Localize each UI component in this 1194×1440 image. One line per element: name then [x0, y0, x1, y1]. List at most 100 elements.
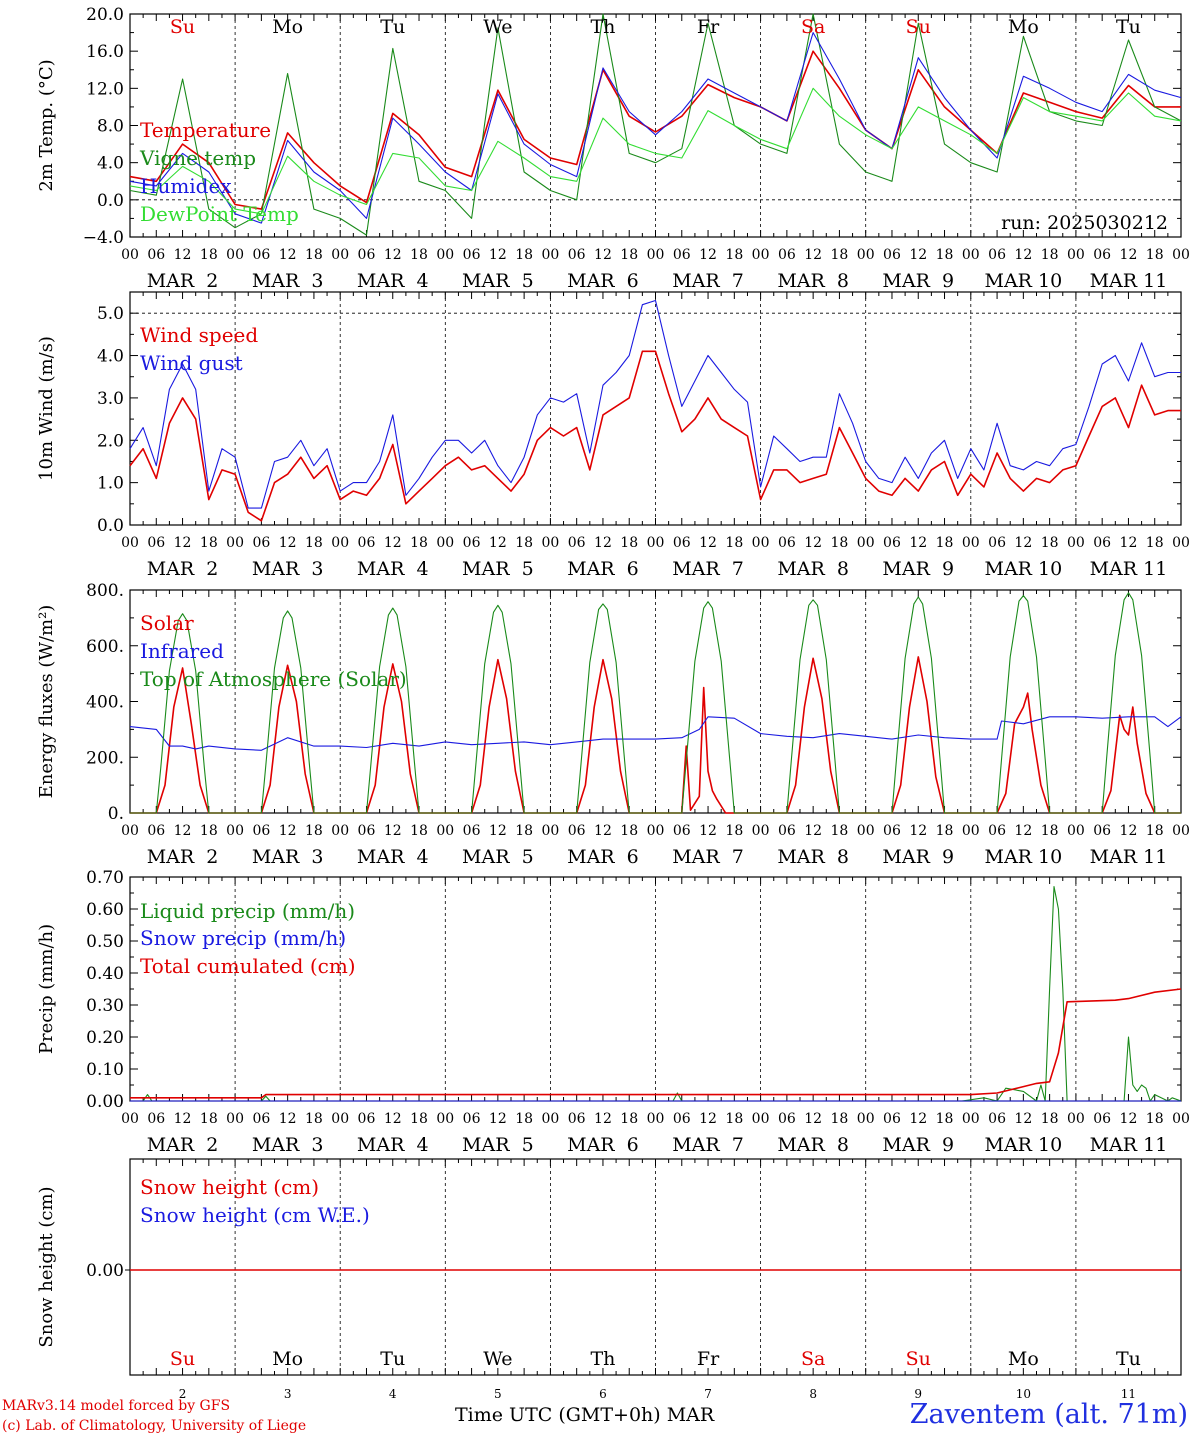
panel3-legend-1: Solar: [140, 611, 194, 635]
panel1-hour-label: 18: [410, 247, 428, 263]
panel3-hour-label: 06: [463, 823, 481, 839]
panel2-hour-label: 06: [673, 535, 691, 551]
panel1-hour-label: 06: [252, 247, 270, 263]
day-number-10: 11: [1121, 1387, 1136, 1401]
panel3-y-tick-label: 200.: [86, 748, 124, 768]
panel2-y-tick-label: 0.0: [97, 516, 124, 536]
panel4-legend-1: Liquid precip (mm/h): [140, 899, 355, 923]
panel3-hour-label: 00: [1067, 823, 1085, 839]
panel2-hour-label: 00: [1172, 535, 1190, 551]
day-number-5: 6: [599, 1387, 607, 1401]
weekday-bottom-7: Sa: [801, 1348, 825, 1370]
panel1-hour-label: 18: [1041, 247, 1059, 263]
panel3-hour-label: 00: [752, 823, 770, 839]
panel5-legend-2: Snow height (cm W.E.): [140, 1203, 370, 1227]
panel4-hour-label: 00: [647, 1111, 665, 1127]
panel1-hour-label: 18: [936, 247, 954, 263]
panel1-hour-label: 12: [1014, 247, 1032, 263]
panel3-y-tick-label: 800.: [86, 581, 124, 601]
panel2-y-tick-label: 1.0: [97, 474, 124, 494]
panel2-hour-label: 06: [883, 535, 901, 551]
panel3-hour-label: 12: [1014, 823, 1032, 839]
panel4-y-axis-label: Precip (mm/h): [36, 924, 57, 1054]
panel2-hour-label: 00: [752, 535, 770, 551]
panel4-hour-label: 18: [831, 1111, 849, 1127]
panel1-hour-label: 12: [279, 247, 297, 263]
panel2-y-tick-label: 2.0: [97, 431, 124, 451]
panel3-hour-label: 06: [778, 823, 796, 839]
panel3-hour-label: 18: [831, 823, 849, 839]
panel3-hour-label: 12: [1120, 823, 1138, 839]
panel4-y-tick-label: 0.10: [86, 1060, 124, 1080]
panel1-date-label: MAR 8: [777, 270, 849, 292]
panel4-series-total-cumulated-cm: [130, 988, 1182, 1099]
panel3-hour-label: 18: [410, 823, 428, 839]
panel4-hour-label: 00: [226, 1111, 244, 1127]
panel2-hour-label: 06: [778, 535, 796, 551]
panel5-y-axis-label: Snow height (cm): [36, 1186, 57, 1347]
day-number-3: 4: [389, 1387, 397, 1401]
panel4-date-label: MAR 8: [777, 1134, 849, 1156]
panel1-series-humidex: [129, 32, 1182, 224]
panel3-date-label: MAR 10: [984, 846, 1062, 868]
weekday-bottom-1: Su: [170, 1348, 195, 1370]
panel1-hour-label: 18: [200, 247, 218, 263]
weekday-top-6: Fr: [697, 16, 720, 38]
panel4-hour-label: 00: [857, 1111, 875, 1127]
weekday-bottom-3: Tu: [380, 1348, 405, 1370]
panel1-hour-label: 00: [647, 247, 665, 263]
panel1-y-axis-label: 2m Temp. (°C): [36, 59, 57, 191]
panel2-date-label: MAR 5: [462, 558, 534, 580]
panel1-date-label: MAR 6: [567, 270, 639, 292]
day-number-6: 7: [704, 1387, 712, 1401]
panel1-hour-label: 06: [1093, 247, 1111, 263]
panel3-hour-label: 06: [252, 823, 270, 839]
panel1-y-tick-label: 20.0: [86, 5, 124, 25]
weekday-top-10: Tu: [1116, 16, 1141, 38]
panel4-hour-label: 00: [1067, 1111, 1085, 1127]
panel2-date-label: MAR 9: [882, 558, 954, 580]
weekday-bottom-2: Mo: [272, 1348, 303, 1370]
panel2-hour-label: 18: [305, 535, 323, 551]
day-number-4: 5: [494, 1387, 502, 1401]
panel1-y-tick-label: 12.0: [86, 79, 124, 99]
panel4-hour-label: 00: [1172, 1111, 1190, 1127]
panel4-date-label: MAR 5: [462, 1134, 534, 1156]
panel3-hour-label: 06: [883, 823, 901, 839]
station-name: Zaventem (alt. 71m): [909, 1399, 1188, 1430]
panel3-series-top-of-atmosphere-solar: [130, 592, 1181, 814]
panel2-hour-label: 12: [909, 535, 927, 551]
panel2-hour-label: 06: [1093, 535, 1111, 551]
panel3-hour-label: 12: [909, 823, 927, 839]
panel2-hour-label: 18: [200, 535, 218, 551]
panel1-date-label: MAR 10: [984, 270, 1062, 292]
panel4-date-label: MAR 11: [1090, 1134, 1168, 1156]
panel2-hour-label: 00: [331, 535, 349, 551]
panel1-hour-label: 06: [568, 247, 586, 263]
panel3-hour-label: 12: [384, 823, 402, 839]
panel4-hour-label: 18: [936, 1111, 954, 1127]
panel3-hour-label: 18: [1041, 823, 1059, 839]
panel1-y-tick-label: 4.0: [97, 154, 124, 174]
panel4-hour-label: 06: [252, 1111, 270, 1127]
panel4-hour-label: 12: [594, 1111, 612, 1127]
panel1-hour-label: 06: [778, 247, 796, 263]
panel3-y-tick-label: 400.: [86, 693, 124, 713]
panel2-hour-label: 00: [857, 535, 875, 551]
panel4-y-tick-label: 0.20: [86, 1028, 124, 1048]
panel3-hour-label: 18: [725, 823, 743, 839]
panel1-hour-label: 18: [620, 247, 638, 263]
weekday-top-8: Su: [906, 16, 931, 38]
panel5-legend-1: Snow height (cm): [140, 1175, 319, 1199]
panel4-date-label: MAR 2: [147, 1134, 219, 1156]
panel4-hour-label: 06: [883, 1111, 901, 1127]
panel3-hour-label: 06: [673, 823, 691, 839]
panel1-hour-label: 00: [436, 247, 454, 263]
panel3-hour-label: 00: [436, 823, 454, 839]
panel2-date-label: MAR 11: [1090, 558, 1168, 580]
panel2-hour-label: 18: [1146, 535, 1164, 551]
panel4-hour-label: 18: [410, 1111, 428, 1127]
x-axis-title: Time UTC (GMT+0h) MAR: [455, 1404, 715, 1426]
panel2-date-label: MAR 4: [357, 558, 429, 580]
weekday-bottom-6: Fr: [697, 1348, 720, 1370]
